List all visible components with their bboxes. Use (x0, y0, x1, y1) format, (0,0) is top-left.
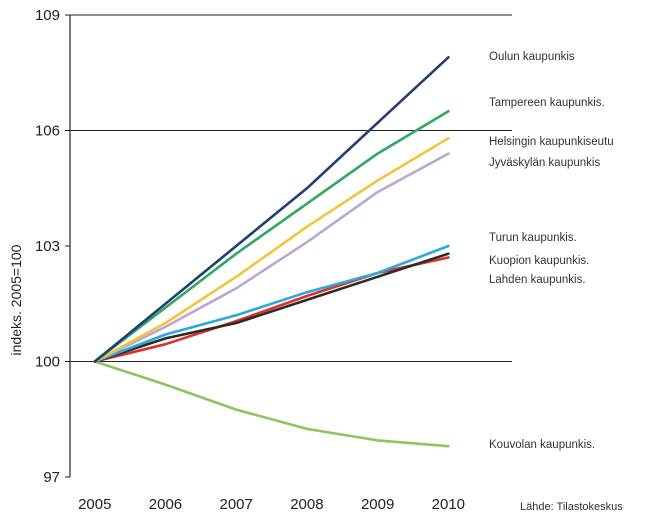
series-line (93, 152, 450, 363)
grid-lines (70, 14, 512, 362)
series-line (93, 56, 450, 363)
y-tick-label: 106 (35, 123, 60, 140)
series-label: Oulun kaupunkis (489, 51, 575, 63)
x-tick-label: 2008 (290, 496, 323, 513)
series-lines (93, 56, 450, 448)
x-tick-label: 2009 (361, 496, 394, 513)
y-tick-label: 109 (35, 7, 60, 24)
series-label: Jyväskylän kaupunkis (489, 157, 600, 169)
x-tick-labels: 2005 2006 2007 2008 2009 2010 (78, 496, 465, 513)
y-tick-label: 97 (43, 469, 60, 486)
series-label: Turun kaupunkis. (489, 232, 577, 244)
y-axis-label: indeks. 2005=100 (8, 244, 24, 355)
series-labels: Oulun kaupunkis Tampereen kaupunkis. Helsi… (489, 51, 614, 451)
series-label: Tampereen kaupunkis. (489, 97, 605, 109)
series-label: Helsingin kaupunkiseutu (489, 136, 614, 148)
series-line (93, 110, 450, 363)
x-tick-label: 2010 (432, 496, 465, 513)
series-line (93, 136, 450, 363)
y-tick-label: 103 (35, 238, 60, 255)
x-tick-label: 2005 (78, 496, 111, 513)
series-line (93, 256, 450, 363)
y-tick-label: 100 (35, 354, 60, 371)
source-note: Lähde: Tilastokeskus (520, 501, 623, 513)
series-label: Lahden kaupunkis. (489, 274, 586, 286)
x-tick-label: 2007 (220, 496, 253, 513)
series-label: Kuopion kaupunkis. (489, 255, 589, 267)
series-line (93, 244, 450, 363)
series-line (93, 360, 450, 448)
series-label: Kouvolan kaupunkis. (489, 439, 595, 451)
series-line (93, 252, 450, 363)
y-tick-labels: 97 100 103 106 109 (35, 7, 70, 486)
x-tick-label: 2006 (149, 496, 182, 513)
